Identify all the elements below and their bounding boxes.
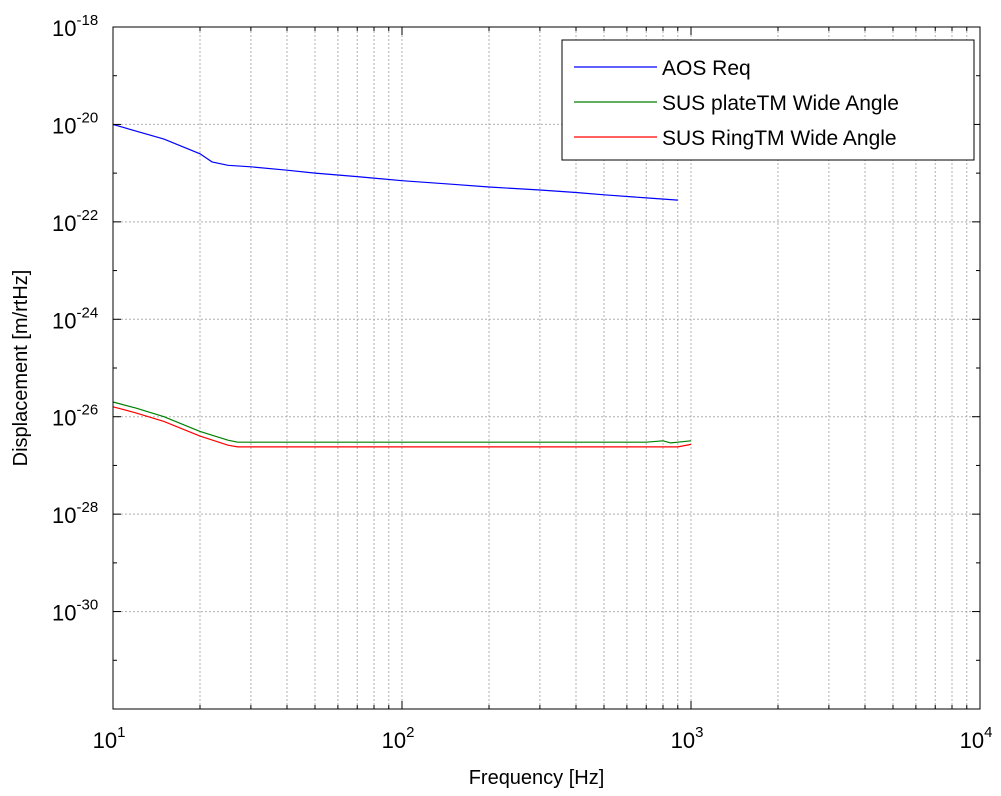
x-tick-label: 102 [382,724,415,753]
y-tick-labels: 10-18 10-20 10-22 10-24 10-26 10-28 10-30 [52,12,98,626]
x-tick-label: 104 [960,724,993,753]
y-tick-label: 10-24 [52,304,98,333]
y-axis-label: Displacement [m/rtHz] [10,270,32,467]
series-line-3 [112,406,692,448]
x-tick-labels: 101 102 103 104 [93,724,993,753]
y-tick-label: 10-28 [52,499,98,528]
series-line-1 [112,123,678,201]
legend-box [561,39,975,161]
axis-ticks [112,26,980,710]
y-tick-label: 10-20 [52,109,98,138]
legend: AOS Req SUS plateTM Wide Angle SUS RingTM … [561,39,975,161]
legend-entry-label: SUS RingTM Wide Angle [662,127,897,150]
y-tick-label: 10-18 [52,12,98,41]
x-tick-label: 101 [93,724,126,753]
legend-entry-label: AOS Req [662,57,751,80]
x-tick-label: 103 [671,724,704,753]
x-axis-label: Frequency [Hz] [469,767,605,789]
series-layer [112,123,692,448]
series-line-2 [112,401,692,444]
legend-entry-label: SUS plateTM Wide Angle [662,92,899,115]
y-tick-label: 10-22 [52,207,98,236]
y-tick-label: 10-30 [52,597,98,626]
y-tick-label: 10-26 [52,402,98,431]
